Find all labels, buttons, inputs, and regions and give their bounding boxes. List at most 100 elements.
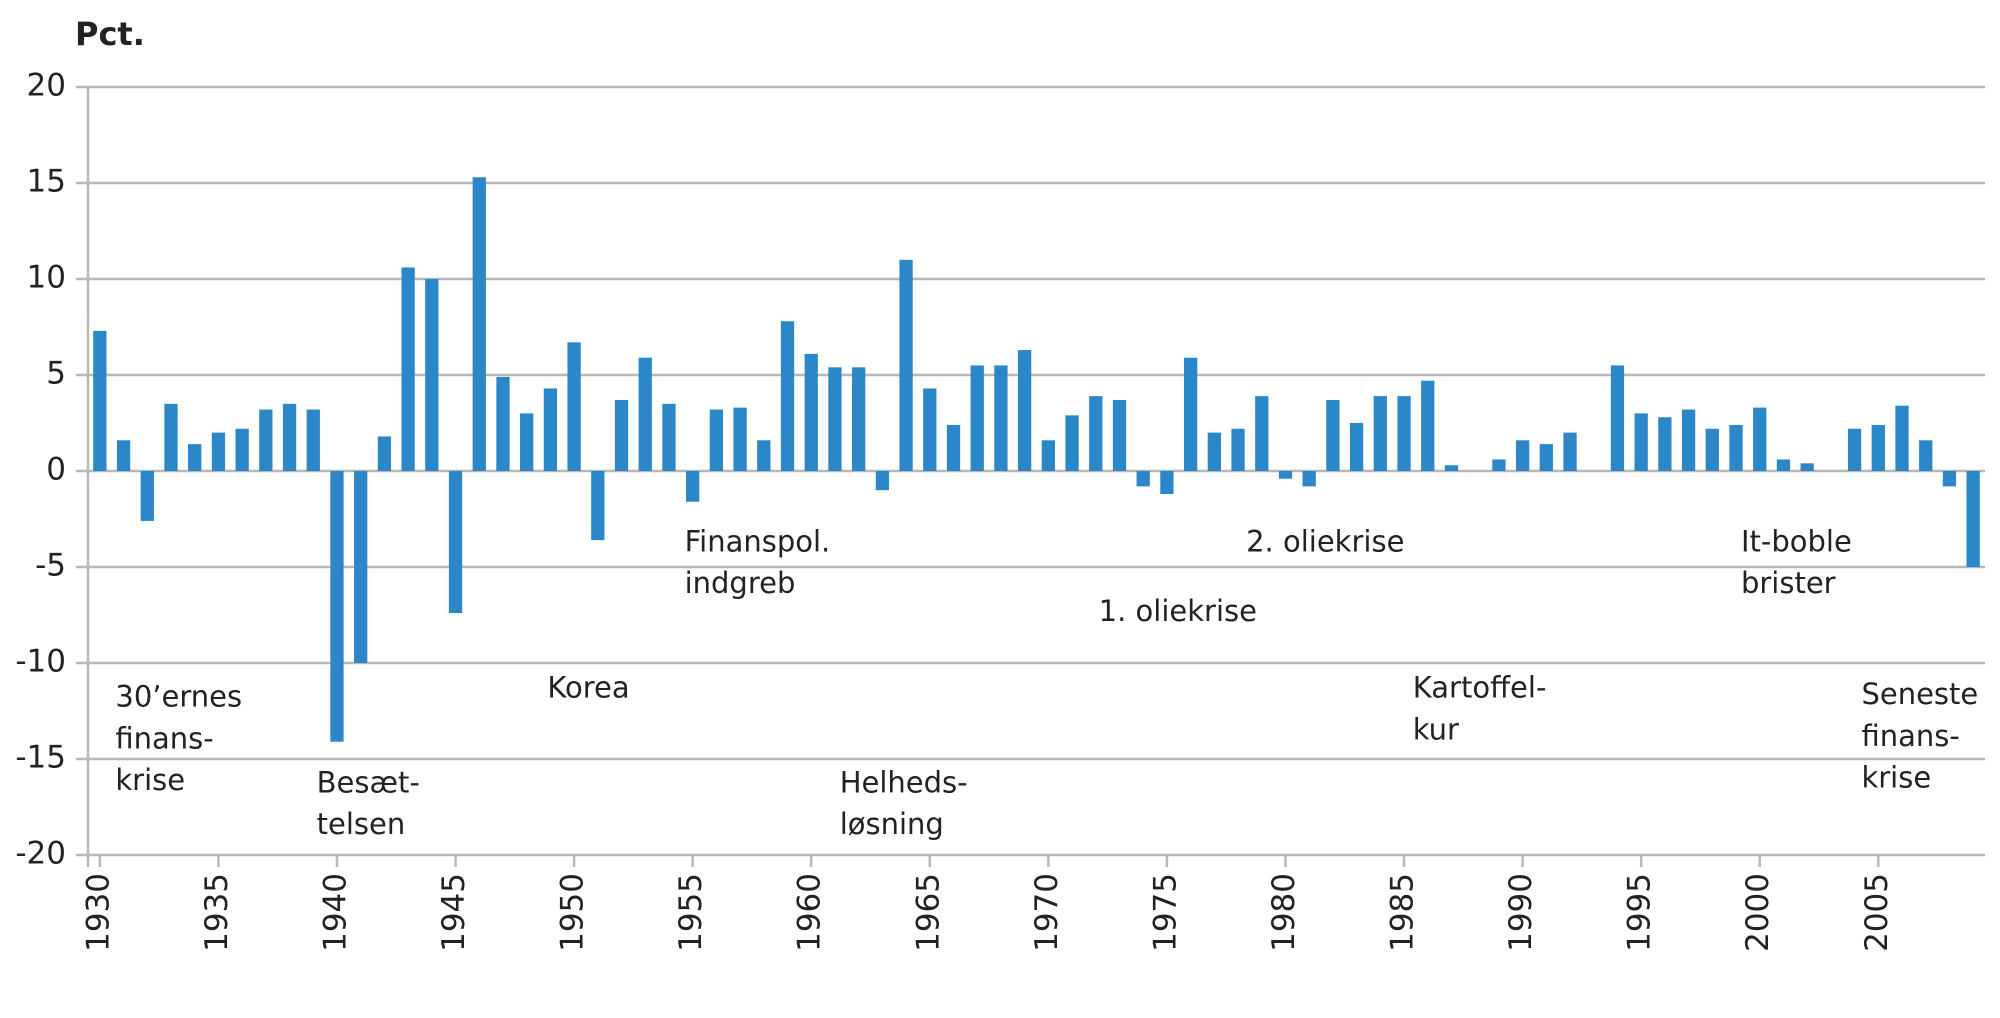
bar	[1776, 459, 1791, 471]
bar	[377, 436, 392, 471]
annotation: Besæt-	[317, 766, 420, 800]
bar	[330, 471, 344, 742]
y-tick-label: -15	[15, 740, 66, 776]
annotation: telsen	[317, 807, 406, 841]
bar	[1136, 471, 1150, 487]
annotation: It-boble	[1741, 525, 1852, 559]
bar	[709, 409, 724, 471]
bar	[923, 388, 937, 471]
annotation: krise	[115, 763, 185, 797]
bar	[1658, 417, 1672, 471]
bar	[116, 440, 131, 471]
x-tick-label: 1935	[199, 873, 235, 952]
bar	[211, 432, 226, 471]
bar	[354, 471, 368, 663]
bar	[1966, 471, 1980, 567]
x-tick-label: 1930	[80, 873, 116, 952]
bar	[1112, 399, 1127, 471]
bar	[1515, 440, 1530, 471]
annotation: finans-	[1861, 719, 1959, 753]
bar	[140, 471, 154, 521]
y-tick-label: 20	[27, 68, 66, 104]
y-tick-label: 0	[46, 452, 66, 488]
bar	[1729, 424, 1743, 471]
annotation: indgreb	[685, 566, 796, 600]
bar	[852, 367, 866, 471]
bar	[1421, 380, 1435, 471]
bar	[1895, 405, 1909, 471]
x-tick-label: 1965	[910, 873, 946, 952]
annotation: brister	[1741, 566, 1836, 600]
bar	[1231, 428, 1245, 471]
bar	[520, 413, 534, 471]
bar	[425, 279, 439, 471]
bar	[1492, 459, 1506, 471]
bar	[686, 471, 700, 502]
x-tick-label: 1975	[1147, 873, 1183, 952]
bar	[757, 440, 771, 471]
x-tick-label: 1985	[1385, 873, 1421, 952]
y-tick-label: -5	[35, 548, 66, 584]
annotation: finans-	[115, 721, 213, 755]
bar	[1871, 424, 1885, 471]
bar	[1919, 440, 1933, 471]
x-tick-label: 1990	[1503, 873, 1539, 952]
bar	[235, 428, 249, 471]
bar	[946, 424, 961, 471]
bar	[1160, 471, 1174, 495]
bar	[188, 444, 202, 471]
bar	[1302, 471, 1316, 487]
bar	[306, 409, 320, 471]
bar	[448, 471, 463, 614]
bar	[1444, 465, 1459, 471]
annotation: løsning	[840, 807, 944, 841]
y-tick-label: 15	[27, 164, 66, 200]
bar	[164, 403, 178, 471]
annotation: 1. oliekrise	[1099, 594, 1257, 628]
annotation: 30’ernes	[115, 680, 242, 714]
x-tick-label: 1960	[792, 873, 828, 952]
x-tick-label: 1945	[436, 873, 472, 952]
bar	[1563, 432, 1577, 471]
bar	[1610, 365, 1625, 471]
annotation: Seneste	[1861, 677, 1978, 711]
annotation: Korea	[547, 671, 629, 705]
bar	[1634, 413, 1648, 471]
annotation: Helheds-	[840, 766, 968, 800]
y-axis-title: Pct.	[75, 15, 145, 53]
bar	[1847, 428, 1862, 471]
x-tick-label: 1995	[1622, 873, 1658, 952]
bar	[259, 409, 273, 471]
bar	[1539, 444, 1553, 471]
bar	[1018, 350, 1032, 471]
bar	[567, 342, 581, 471]
annotation: Kartoffel-	[1413, 671, 1547, 705]
bar	[733, 407, 747, 471]
bar	[1255, 396, 1269, 471]
bar	[1278, 471, 1293, 479]
bar	[994, 365, 1008, 471]
annotation: krise	[1861, 760, 1931, 794]
bar	[899, 259, 913, 471]
x-tick-label: 2000	[1740, 873, 1776, 952]
bar	[472, 177, 486, 472]
bar	[1089, 396, 1103, 471]
bar	[1681, 409, 1696, 471]
annotation: 2. oliekrise	[1246, 525, 1404, 559]
y-tick-label: -20	[15, 836, 66, 872]
bar	[1065, 415, 1079, 471]
x-tick-label: 1950	[555, 873, 591, 952]
bar	[1942, 471, 1957, 487]
x-tick-label: 1955	[673, 873, 709, 952]
bar	[93, 330, 107, 471]
bar	[780, 321, 795, 471]
bar	[1705, 428, 1719, 471]
bar	[1207, 432, 1221, 471]
bar	[401, 267, 415, 471]
bar	[804, 353, 818, 471]
bar	[1397, 396, 1411, 471]
annotation: Finanspol.	[685, 525, 831, 559]
bar	[638, 357, 652, 471]
